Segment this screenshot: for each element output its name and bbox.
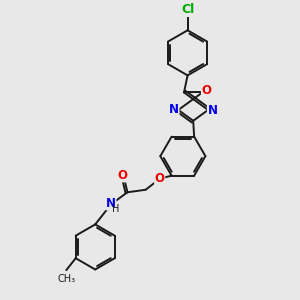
Text: CH₃: CH₃	[57, 274, 75, 284]
Text: O: O	[118, 169, 128, 182]
Text: N: N	[106, 197, 116, 210]
Text: H: H	[112, 205, 120, 214]
Text: O: O	[202, 84, 212, 98]
Text: N: N	[169, 103, 179, 116]
Text: Cl: Cl	[181, 3, 194, 16]
Text: N: N	[208, 104, 218, 117]
Text: O: O	[155, 172, 165, 185]
